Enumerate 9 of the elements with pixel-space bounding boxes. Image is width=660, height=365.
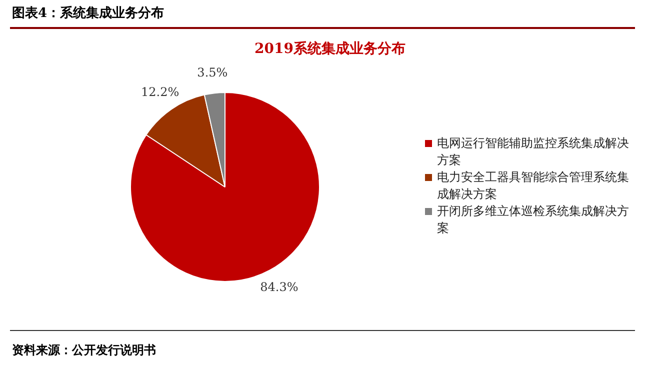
data-label: 12.2% [140, 84, 180, 99]
legend-label: 电网运行智能辅助监控系统集成解决方案 [437, 136, 629, 167]
legend-label: 开闭所多维立体巡检系统集成解决方案 [437, 204, 629, 235]
chart-title: 2019系统集成业务分布 [254, 40, 406, 58]
text: 资料来源：公开发行说明书 [12, 342, 156, 359]
data-label: 84.3% [260, 280, 298, 294]
legend-label: 电力安全工器具智能综合管理系统集成解决方案 [437, 170, 629, 201]
data-label: 3.5% [197, 65, 228, 80]
chart-subtitle: 图表4：系统集成业务分布 [12, 4, 164, 22]
